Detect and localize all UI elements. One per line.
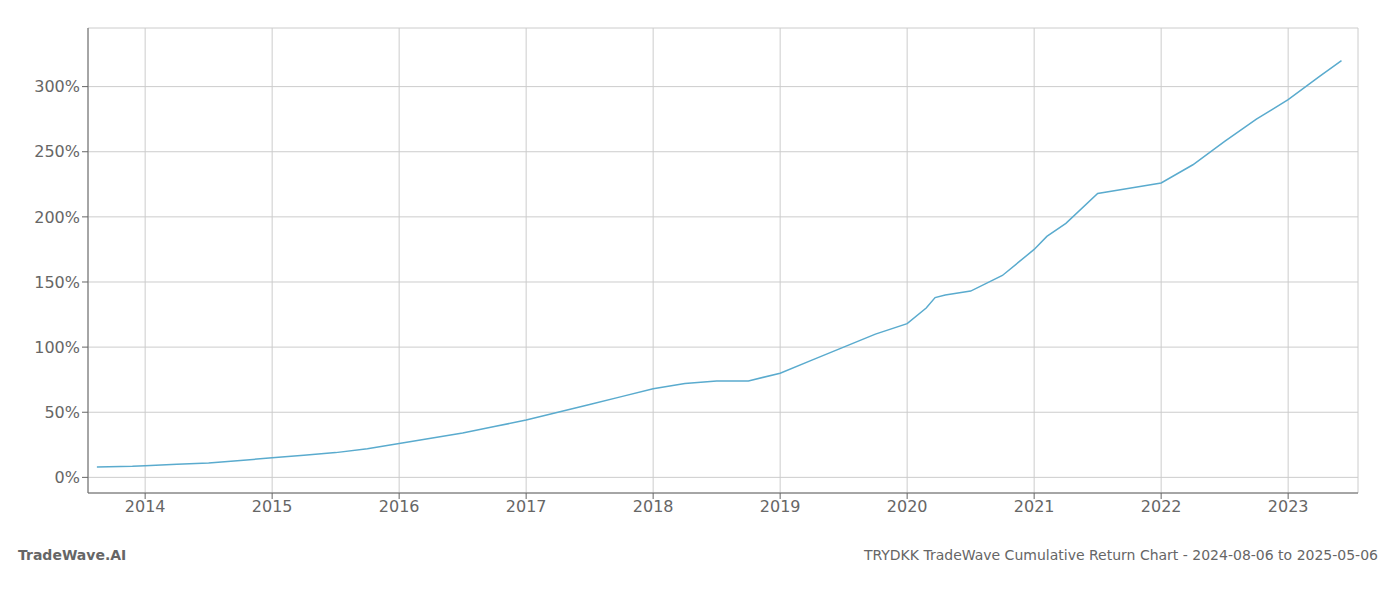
svg-text:150%: 150% — [34, 273, 80, 292]
svg-text:100%: 100% — [34, 338, 80, 357]
svg-text:50%: 50% — [44, 403, 80, 422]
html-text:TradeWave.AI: TradeWave.AI — [18, 547, 127, 563]
svg-text:2015: 2015 — [252, 497, 293, 516]
svg-text:2020: 2020 — [887, 497, 928, 516]
svg-text:2023: 2023 — [1268, 497, 1309, 516]
svg-text:2021: 2021 — [1014, 497, 1055, 516]
svg-text:2014: 2014 — [125, 497, 166, 516]
svg-text:300%: 300% — [34, 77, 80, 96]
svg-text:2017: 2017 — [506, 497, 547, 516]
svg-text:250%: 250% — [34, 142, 80, 161]
html-text:TRYDKK TradeWave Cumulative Re: TRYDKK TradeWave Cumulative Return Chart… — [863, 547, 1378, 563]
svg-text:2016: 2016 — [379, 497, 420, 516]
svg-text:2019: 2019 — [760, 497, 801, 516]
svg-text:200%: 200% — [34, 208, 80, 227]
svg-text:2022: 2022 — [1141, 497, 1182, 516]
svg-text:2018: 2018 — [633, 497, 674, 516]
svg-text:0%: 0% — [55, 468, 80, 487]
